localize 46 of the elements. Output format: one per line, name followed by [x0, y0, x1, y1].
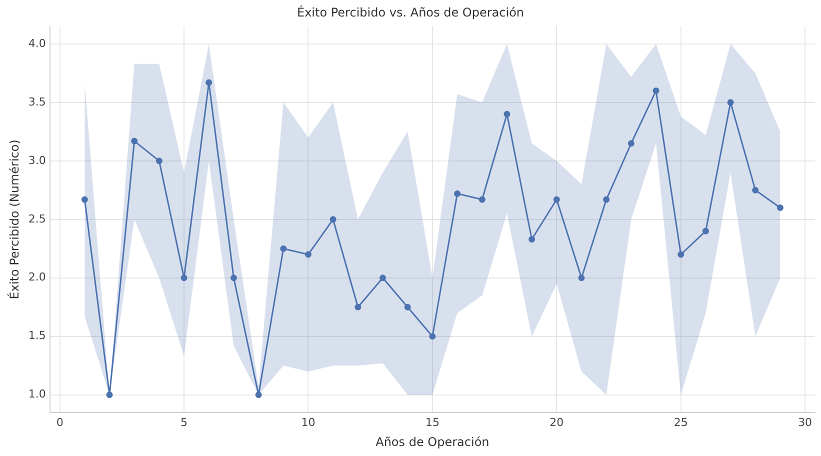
point — [727, 99, 734, 106]
point — [156, 158, 162, 164]
point — [578, 274, 585, 282]
point — [230, 274, 237, 282]
x-tick-label: 15 — [425, 416, 440, 429]
point — [504, 110, 510, 118]
point — [180, 274, 188, 282]
point — [628, 140, 634, 147]
y-tick-label: 2.5 — [28, 212, 46, 226]
y-tick-label: 4.0 — [28, 36, 46, 50]
y-tick-label: 2.0 — [28, 270, 46, 284]
y-tick-label: 1.0 — [28, 388, 46, 401]
y-tick-label: 1.5 — [28, 329, 46, 342]
point — [330, 216, 336, 223]
point — [429, 333, 436, 340]
point — [380, 274, 386, 282]
point — [702, 228, 709, 234]
point — [81, 196, 88, 203]
x-tick-label: 0 — [56, 416, 64, 429]
point — [454, 190, 461, 197]
point — [603, 196, 610, 203]
y-tick-label: 3.0 — [28, 154, 46, 167]
y-tick-label: 3.5 — [28, 95, 46, 108]
point — [106, 392, 113, 398]
point — [752, 186, 759, 194]
point — [354, 304, 362, 310]
point — [652, 87, 660, 94]
x-tick-label: 30 — [798, 416, 812, 429]
x-tick-label: 25 — [674, 416, 688, 429]
point — [255, 392, 262, 398]
point — [553, 196, 560, 203]
chart-title: Éxito Percibido vs. Años de Operación — [296, 4, 524, 20]
x-tick-label: 20 — [550, 416, 564, 429]
point — [528, 236, 536, 243]
point — [280, 245, 287, 252]
point — [131, 138, 138, 144]
point — [678, 251, 684, 258]
x-tick-label: 10 — [301, 416, 316, 429]
point — [478, 196, 486, 203]
point — [304, 251, 312, 258]
point — [776, 204, 784, 211]
y-axis-title: Éxito Percibido (Numérico) — [6, 140, 22, 300]
x-tick-label: 5 — [180, 416, 188, 429]
point — [404, 304, 411, 310]
point — [206, 79, 212, 86]
x-axis-title: Años de Operación — [376, 434, 490, 449]
